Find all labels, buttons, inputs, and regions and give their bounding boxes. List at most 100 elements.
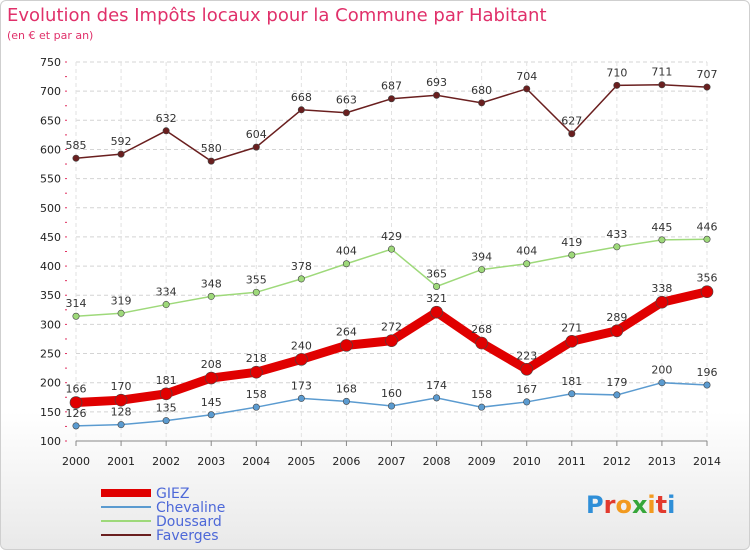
data-label: 145 bbox=[201, 396, 222, 409]
data-point bbox=[658, 236, 666, 244]
y-tick-label: 600 bbox=[40, 143, 61, 156]
logo-letter: o bbox=[615, 491, 632, 519]
data-point bbox=[700, 285, 714, 299]
x-tick-label: 2014 bbox=[693, 455, 721, 468]
x-tick-label: 2001 bbox=[107, 455, 135, 468]
y-tick-label: 100 bbox=[40, 435, 61, 448]
data-label: 200 bbox=[651, 364, 672, 377]
data-label: 445 bbox=[651, 221, 672, 234]
data-point bbox=[72, 422, 80, 430]
data-point bbox=[117, 421, 125, 429]
data-point bbox=[478, 266, 486, 274]
data-label: 429 bbox=[381, 230, 402, 243]
data-label: 223 bbox=[516, 349, 537, 362]
data-label: 264 bbox=[336, 325, 357, 338]
data-point bbox=[478, 403, 486, 411]
data-point bbox=[568, 251, 576, 259]
data-point bbox=[433, 91, 441, 99]
data-point bbox=[568, 130, 576, 138]
chart-title: Evolution des Impôts locaux pour la Comm… bbox=[7, 5, 547, 26]
data-point bbox=[204, 371, 218, 385]
x-tick-label: 2012 bbox=[603, 455, 631, 468]
legend-label-faverges: Faverges bbox=[156, 528, 219, 544]
x-tick-label: 2007 bbox=[378, 455, 406, 468]
data-point bbox=[297, 106, 305, 114]
data-label: 404 bbox=[516, 245, 537, 258]
data-point bbox=[252, 403, 260, 411]
data-point bbox=[658, 81, 666, 89]
x-tick-label: 2006 bbox=[332, 455, 360, 468]
x-tick-label: 2005 bbox=[287, 455, 315, 468]
data-point bbox=[72, 154, 80, 162]
data-label: 319 bbox=[111, 294, 132, 307]
data-point bbox=[207, 157, 215, 165]
data-label: 446 bbox=[697, 220, 718, 233]
y-tick-label: 450 bbox=[40, 231, 61, 244]
data-label: 158 bbox=[246, 388, 267, 401]
data-label: 160 bbox=[381, 387, 402, 400]
data-point bbox=[523, 260, 531, 268]
data-point bbox=[207, 292, 215, 300]
data-label: 314 bbox=[66, 297, 87, 310]
data-label: 378 bbox=[291, 260, 312, 273]
data-point bbox=[297, 394, 305, 402]
data-point bbox=[297, 275, 305, 283]
data-label: 580 bbox=[201, 142, 222, 155]
data-point bbox=[520, 362, 534, 376]
data-label: 419 bbox=[561, 236, 582, 249]
y-tick-label: 350 bbox=[40, 289, 61, 302]
y-tick-label: 250 bbox=[40, 348, 61, 361]
data-label: 289 bbox=[606, 311, 627, 324]
data-point bbox=[613, 391, 621, 399]
x-tick-label: 2004 bbox=[242, 455, 270, 468]
x-tick-label: 2011 bbox=[558, 455, 586, 468]
y-tick-label: 650 bbox=[40, 114, 61, 127]
y-tick-label: 400 bbox=[40, 260, 61, 273]
data-label: 348 bbox=[201, 277, 222, 290]
data-label: 240 bbox=[291, 339, 312, 352]
data-point bbox=[703, 381, 711, 389]
data-point bbox=[523, 85, 531, 93]
data-label: 338 bbox=[651, 282, 672, 295]
data-point bbox=[655, 295, 669, 309]
data-label: 272 bbox=[381, 321, 402, 334]
data-label: 167 bbox=[516, 383, 537, 396]
data-label: 174 bbox=[426, 379, 447, 392]
x-tick-label: 2013 bbox=[648, 455, 676, 468]
x-tick-label: 2003 bbox=[197, 455, 225, 468]
data-point bbox=[478, 99, 486, 107]
data-label: 592 bbox=[111, 135, 132, 148]
data-point bbox=[252, 288, 260, 296]
data-point bbox=[703, 235, 711, 243]
data-point bbox=[610, 324, 624, 338]
data-label: 218 bbox=[246, 352, 267, 365]
x-tick-label: 2009 bbox=[468, 455, 496, 468]
y-tick-label: 700 bbox=[40, 85, 61, 98]
data-point bbox=[162, 301, 170, 309]
data-point bbox=[342, 397, 350, 405]
data-point bbox=[340, 339, 353, 352]
data-label: 707 bbox=[697, 68, 718, 81]
data-label: 668 bbox=[291, 91, 312, 104]
y-tick-label: 200 bbox=[40, 377, 61, 390]
data-label: 135 bbox=[156, 402, 177, 415]
data-label: 710 bbox=[606, 66, 627, 79]
x-tick-label: 2010 bbox=[513, 455, 541, 468]
data-point bbox=[342, 109, 350, 117]
data-label: 196 bbox=[697, 366, 718, 379]
data-point bbox=[475, 336, 488, 350]
data-label: 585 bbox=[66, 139, 87, 152]
data-label: 181 bbox=[561, 375, 582, 388]
data-label: 604 bbox=[246, 128, 267, 141]
data-point bbox=[433, 282, 441, 290]
data-label: 166 bbox=[66, 383, 87, 396]
data-point bbox=[430, 305, 443, 319]
data-point bbox=[342, 260, 350, 268]
data-label: 158 bbox=[471, 388, 492, 401]
x-tick-label: 2002 bbox=[152, 455, 180, 468]
data-label: 704 bbox=[516, 70, 537, 83]
data-point bbox=[387, 402, 395, 410]
data-point bbox=[523, 398, 531, 406]
data-point bbox=[565, 334, 579, 348]
y-tick-label: 150 bbox=[40, 406, 61, 419]
